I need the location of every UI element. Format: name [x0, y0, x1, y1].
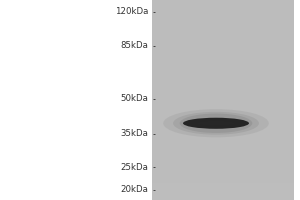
- Bar: [152, 62, 294, 65]
- Bar: [152, 83, 294, 85]
- Bar: [152, 68, 294, 70]
- Ellipse shape: [183, 118, 249, 129]
- Bar: [152, 40, 294, 43]
- Bar: [152, 18, 294, 20]
- Bar: [152, 45, 294, 48]
- Bar: [152, 150, 294, 152]
- Ellipse shape: [180, 114, 252, 133]
- Bar: [152, 47, 294, 50]
- Bar: [152, 80, 294, 83]
- Bar: [152, 8, 294, 10]
- Bar: [152, 115, 294, 117]
- Bar: [152, 65, 294, 68]
- Ellipse shape: [163, 109, 269, 137]
- Bar: [152, 15, 294, 18]
- Bar: [152, 70, 294, 73]
- Bar: [152, 85, 294, 88]
- Bar: [152, 180, 294, 183]
- Bar: [152, 75, 294, 77]
- Bar: [152, 198, 294, 200]
- Text: 20kDa: 20kDa: [121, 185, 148, 194]
- Bar: [152, 122, 294, 125]
- Bar: [152, 10, 294, 12]
- Bar: [152, 20, 294, 23]
- Bar: [152, 92, 294, 95]
- Bar: [152, 148, 294, 150]
- Bar: [152, 55, 294, 58]
- Bar: [152, 195, 294, 198]
- Bar: [152, 160, 294, 162]
- Bar: [152, 125, 294, 128]
- Bar: [152, 193, 294, 195]
- Bar: [152, 190, 294, 192]
- Text: 25kDa: 25kDa: [121, 163, 148, 172]
- Bar: [152, 50, 294, 52]
- Bar: [152, 98, 294, 100]
- Bar: [152, 30, 294, 33]
- Bar: [152, 183, 294, 185]
- Ellipse shape: [198, 121, 234, 126]
- Bar: [152, 103, 294, 105]
- Bar: [152, 12, 294, 15]
- Text: 85kDa: 85kDa: [121, 41, 148, 50]
- Bar: [152, 135, 294, 138]
- Bar: [152, 0, 294, 2]
- Bar: [152, 128, 294, 130]
- Bar: [152, 52, 294, 55]
- Bar: [152, 178, 294, 180]
- Text: 35kDa: 35kDa: [121, 129, 148, 138]
- Bar: [152, 158, 294, 160]
- Bar: [152, 33, 294, 35]
- Bar: [152, 188, 294, 190]
- Bar: [152, 133, 294, 135]
- Bar: [152, 38, 294, 40]
- Bar: [152, 153, 294, 155]
- Bar: [152, 185, 294, 188]
- Bar: [152, 165, 294, 168]
- Bar: [152, 108, 294, 110]
- Bar: [152, 130, 294, 133]
- Bar: [152, 140, 294, 142]
- Bar: [152, 145, 294, 148]
- Bar: [152, 100, 294, 102]
- Bar: [152, 73, 294, 75]
- Bar: [152, 58, 294, 60]
- Bar: [152, 112, 294, 115]
- Bar: [152, 138, 294, 140]
- Bar: [152, 27, 294, 30]
- Bar: [152, 60, 294, 62]
- Text: 50kDa: 50kDa: [121, 94, 148, 103]
- Bar: [152, 162, 294, 165]
- Bar: [152, 110, 294, 112]
- Bar: [152, 88, 294, 90]
- Bar: [152, 143, 294, 145]
- Text: 120kDa: 120kDa: [115, 7, 148, 16]
- Bar: [152, 78, 294, 80]
- Bar: [152, 175, 294, 178]
- Bar: [152, 25, 294, 27]
- Bar: [152, 35, 294, 38]
- Bar: [152, 2, 294, 5]
- Bar: [152, 172, 294, 175]
- Bar: [152, 43, 294, 45]
- Bar: [152, 120, 294, 122]
- Bar: [152, 155, 294, 158]
- Bar: [152, 168, 294, 170]
- Bar: [152, 118, 294, 120]
- Bar: [152, 0, 294, 200]
- Bar: [152, 90, 294, 92]
- Bar: [152, 170, 294, 172]
- Bar: [152, 5, 294, 8]
- Ellipse shape: [173, 112, 259, 135]
- Bar: [152, 105, 294, 108]
- Bar: [152, 23, 294, 25]
- Bar: [152, 95, 294, 98]
